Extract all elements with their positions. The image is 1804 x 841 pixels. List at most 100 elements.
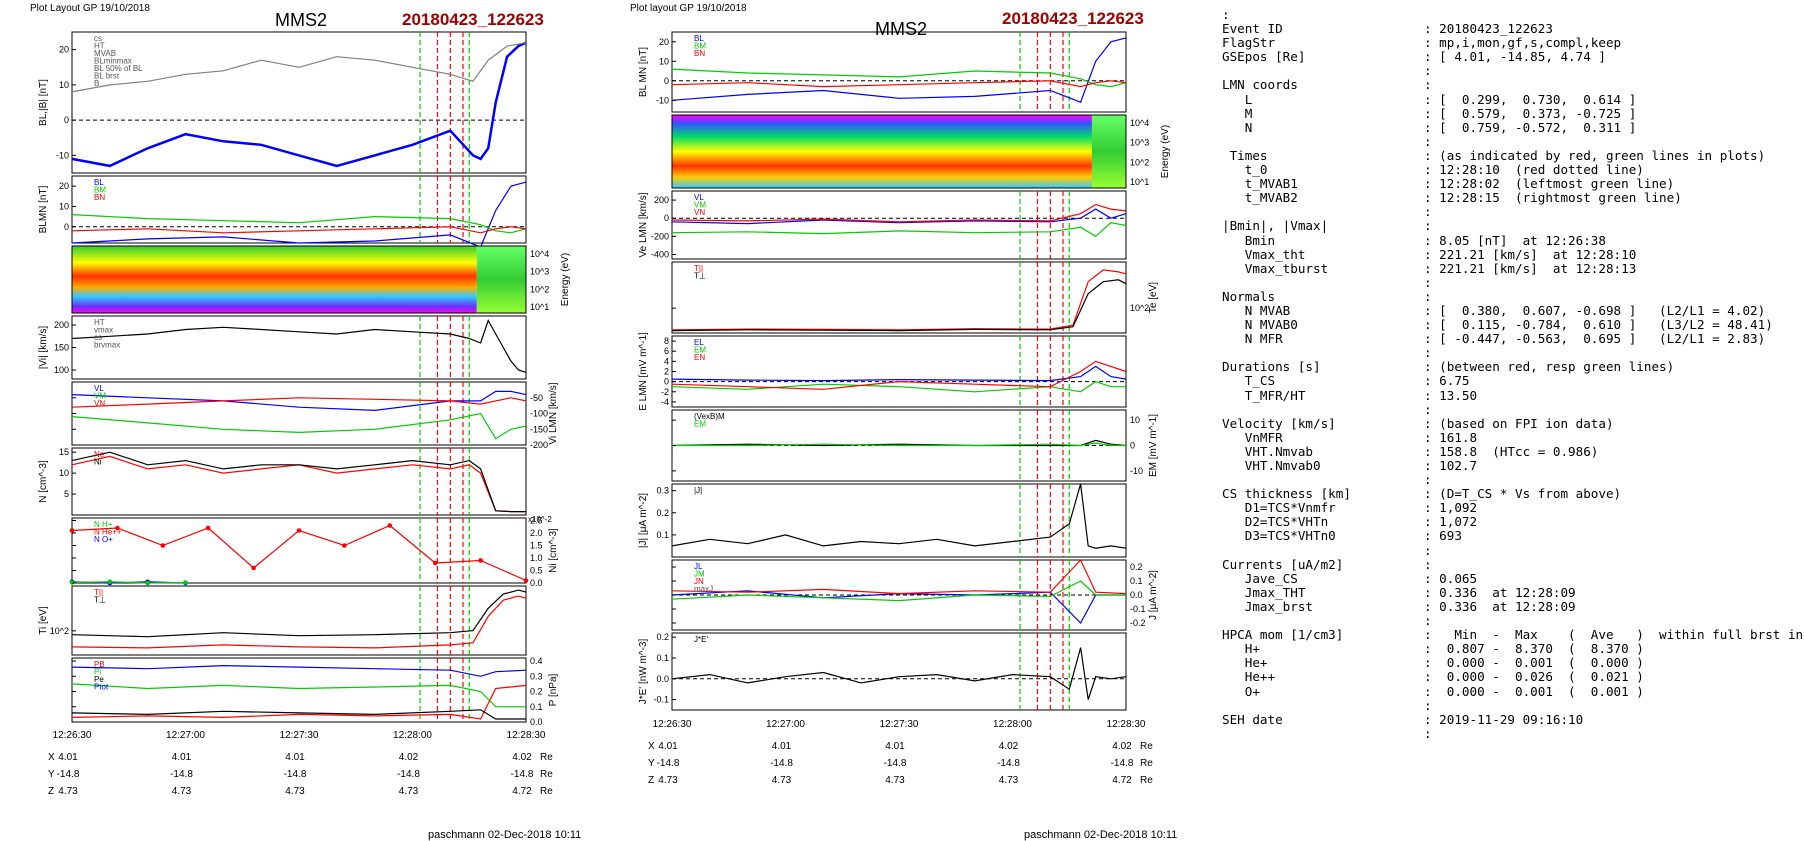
info-value: : 221.21 [km/s] at 12:28:13: [1424, 260, 1637, 276]
ytick-label: 0: [664, 76, 669, 86]
info-key: H+: [1222, 641, 1260, 657]
ylabel: P [nPa]: [548, 673, 559, 706]
info-row: SEH date: 2019-11-29 09:16:10: [1222, 711, 1797, 727]
ytick-label: 0.5: [530, 566, 543, 576]
legend-entry: N He++: [94, 528, 122, 537]
legend-entry: EM: [694, 346, 706, 355]
info-value: : 0.000 - 0.026 ( 0.021 ): [1424, 669, 1644, 685]
series-line-vl: [71, 390, 527, 412]
time-tick-label: 12:26:30: [653, 719, 692, 730]
series-line-pi: [71, 683, 526, 708]
position-value: -14.8: [284, 769, 307, 780]
panel-frame: [71, 245, 527, 314]
legend-entry: JM: [694, 570, 705, 579]
ytick-label: 0: [664, 213, 669, 223]
ylabel: |J| [μA m^-2]: [638, 493, 649, 548]
info-row: VHT.Nmvab0: 102.7: [1222, 458, 1797, 473]
ylabel: E LMN [mV m^-1]: [638, 332, 649, 411]
left-footer: paschmann 02-Dec-2018 10:11: [428, 829, 581, 841]
position-value: 4.02: [1112, 741, 1132, 752]
info-row: T_MFR/HT: 13.50: [1222, 388, 1797, 403]
info-value: :: [1424, 218, 1432, 234]
series-line-vm: [671, 222, 1127, 238]
info-key: He+: [1222, 655, 1268, 671]
info-row: CS thickness [km]: (D=T_CS * Vs from abo…: [1222, 487, 1797, 501]
info-row: He++ : 0.000 - 0.026 ( 0.021 ): [1222, 670, 1797, 684]
position-value: 4.02: [999, 741, 1019, 752]
info-value: : 1,072: [1424, 514, 1478, 530]
ytick-label: -0.1: [1130, 604, 1146, 614]
legend-entry: Ptot: [94, 683, 109, 692]
legend-entry: J*E': [694, 635, 708, 644]
info-key: [1222, 727, 1424, 741]
ytick-label: 4: [664, 356, 669, 366]
info-key: D3=TCS*VHTn0: [1222, 528, 1336, 544]
info-row: :: [1222, 472, 1797, 488]
info-key: He++: [1222, 669, 1276, 685]
info-value: : [ 0.299, 0.730, 0.614 ]: [1424, 91, 1637, 107]
info-key: Vmax_tht: [1222, 246, 1306, 262]
ytick-label: 2.0: [530, 528, 543, 538]
info-key: T_CS: [1222, 373, 1276, 389]
info-value: : mp,i,mon,gf,s,compl,keep: [1424, 35, 1622, 51]
ylabel: J*E' [nW m^-3]: [638, 639, 649, 705]
info-key: Jave_CS: [1222, 570, 1298, 586]
ytick-label: 0.3: [656, 486, 669, 496]
series-point: [523, 578, 529, 583]
legend-entry: VL: [94, 384, 104, 393]
ytick-label: 0.2: [656, 508, 669, 518]
info-value: : 0.065: [1424, 570, 1478, 586]
legend-entry: |J|: [694, 486, 702, 495]
series-line-t-: [671, 279, 1127, 332]
position-value: -14.8: [170, 769, 193, 780]
ylabel: BL,|B| [nT]: [38, 79, 49, 126]
ylabel: Ni [cm^-3]: [548, 528, 559, 573]
legend-entry: VL: [694, 193, 704, 202]
info-row: Vmax_tburst: 221.21 [km/s] at 12:28:13: [1222, 260, 1797, 276]
info-value: :: [1424, 133, 1432, 149]
ytick-label: 10: [1130, 415, 1140, 425]
legend-entry: Ni: [94, 458, 102, 467]
info-key: :: [1222, 7, 1230, 22]
legend-entry: T||: [694, 264, 703, 273]
info-row: :: [1222, 698, 1797, 713]
series-line-bl: [71, 41, 527, 168]
series-line-vl: [671, 208, 1127, 225]
legend-entry: EN: [694, 353, 705, 362]
panel-right-8: J*E' 0.2 0.1 0.0 -0.1 J*E' [nW m^-3]: [638, 632, 1127, 711]
legend-entry: BM: [94, 186, 106, 195]
series-line-jm: [671, 580, 1126, 602]
legend-entry: BL: [694, 34, 704, 43]
info-value: : (between red, resp green lines): [1424, 359, 1675, 375]
info-key: Jmax_THT: [1222, 584, 1306, 600]
series-point: [69, 528, 75, 533]
info-value: : Min - Max ( Ave ) within full brst int: [1424, 627, 1804, 643]
info-value: : 2019-11-29 09:16:10: [1424, 711, 1584, 727]
position-value: 4.72: [512, 786, 532, 797]
ytick-label: 10^2: [1130, 303, 1149, 313]
position-unit: Re: [1140, 741, 1153, 752]
time-tick-label: 12:27:00: [766, 719, 805, 730]
info-row: Normals:: [1222, 289, 1797, 304]
legend-entry: HT: [94, 42, 105, 51]
ylabel: N [cm^-3]: [38, 460, 49, 503]
ytick-label: -100: [530, 409, 548, 419]
info-value: :: [1424, 556, 1432, 572]
position-value: -14.8: [770, 758, 793, 769]
info-row: T_CS: 6.75: [1222, 374, 1797, 388]
info-row: HPCA mom [1/cm3]: Min - Max ( Ave ) with…: [1222, 628, 1804, 642]
ylabel: BL MN [nT]: [638, 47, 649, 97]
position-value: 4.01: [658, 741, 678, 752]
info-key: t_MVAB1: [1222, 176, 1298, 192]
ytick-label: 10^2: [50, 626, 69, 636]
series-point: [251, 565, 256, 571]
info-row: Currents [uA/m2]:: [1222, 556, 1797, 572]
info-key: D1=TCS*Vnmfr: [1222, 500, 1336, 516]
series-line--vi-: [71, 319, 527, 373]
info-value: :: [1424, 472, 1432, 488]
ytick-label: 100: [54, 365, 69, 375]
ytick-label: -150: [530, 424, 548, 434]
info-value: : 12:28:02 (leftmost green line): [1424, 176, 1675, 192]
series-point: [342, 543, 347, 548]
